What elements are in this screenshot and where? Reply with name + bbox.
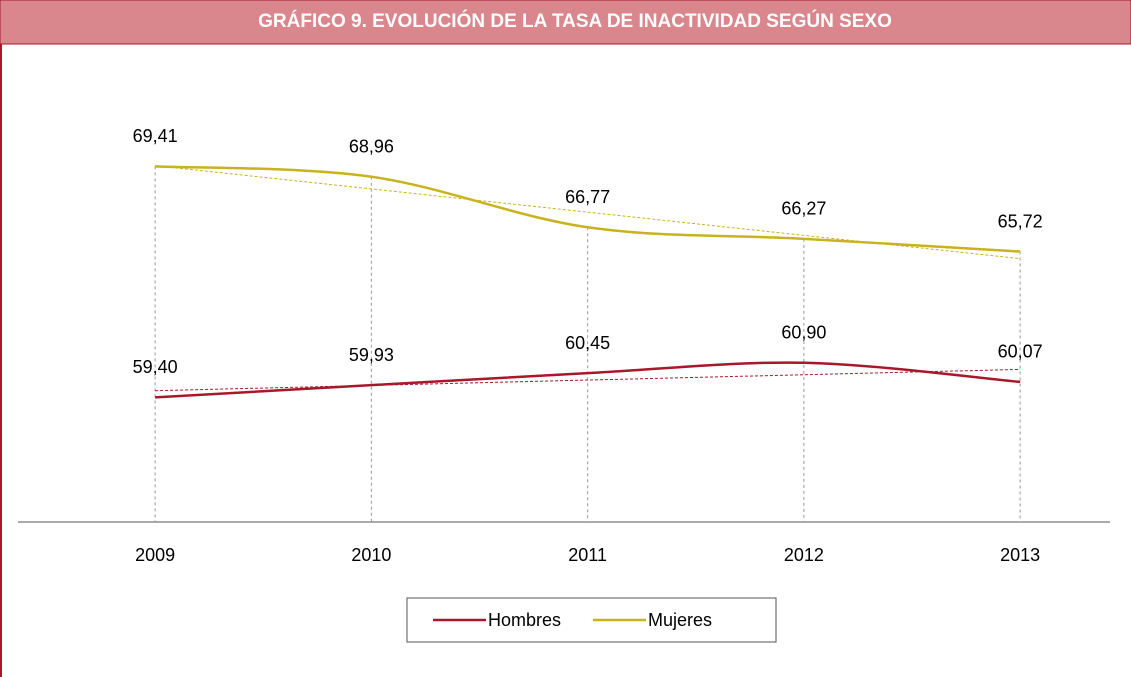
title-bar [0, 0, 1131, 45]
data-label: 60,90 [781, 323, 826, 343]
trend-line [155, 368, 1021, 392]
line-series [155, 361, 1021, 399]
data-label: 66,27 [781, 199, 826, 219]
x-tick-label: 2012 [784, 545, 824, 565]
legend-label: Hombres [488, 610, 561, 630]
chart-title: GRÁFICO 9. EVOLUCIÓN DE LA TASA DE INACT… [258, 10, 892, 32]
data-label: 68,96 [349, 136, 394, 156]
data-label: 65,72 [998, 211, 1043, 231]
data-label: 59,40 [133, 357, 178, 377]
x-tick-label: 2013 [1000, 545, 1040, 565]
x-tick-label: 2010 [351, 545, 391, 565]
data-label: 59,93 [349, 345, 394, 365]
line-series [155, 165, 1021, 253]
legend-label: Mujeres [648, 610, 712, 630]
data-label: 60,45 [565, 333, 610, 353]
x-tick-label: 2009 [135, 545, 175, 565]
data-label: 69,41 [133, 126, 178, 146]
data-label: 66,77 [565, 187, 610, 207]
x-tick-label: 2011 [568, 545, 607, 565]
data-label: 60,07 [998, 342, 1043, 362]
